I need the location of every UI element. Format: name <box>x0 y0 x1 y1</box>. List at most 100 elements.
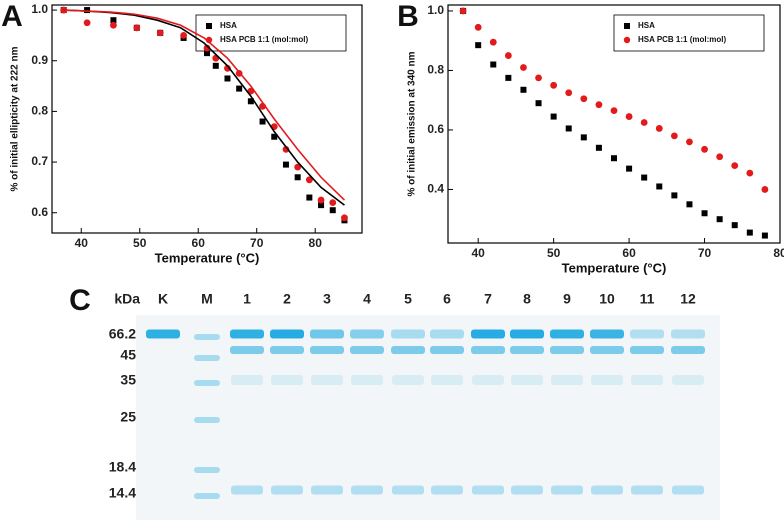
marker-label: 35 <box>120 372 136 388</box>
gel-band <box>630 329 664 339</box>
x-tick-label: 50 <box>133 236 147 250</box>
lane-label: K <box>158 291 168 307</box>
data-point <box>84 7 91 14</box>
gel-band <box>391 329 425 339</box>
gel-band <box>510 346 544 354</box>
gel-band <box>350 346 384 354</box>
data-point <box>655 125 663 132</box>
lane-label: 1 <box>243 291 251 307</box>
x-axis-title: Temperature (°C) <box>562 260 667 275</box>
unit-label: kDa <box>114 291 140 307</box>
legend-label: HSA PCB 1:1 (mol:mol) <box>220 35 308 44</box>
data-point <box>716 153 724 161</box>
gel-band <box>231 485 263 495</box>
data-point <box>641 174 648 181</box>
panel-label: C <box>69 284 91 317</box>
plot-frame <box>447 4 781 244</box>
lane-label: 6 <box>443 291 451 307</box>
y-tick-label: 1.0 <box>427 3 444 17</box>
data-point <box>761 186 769 193</box>
gel-band <box>351 485 383 495</box>
data-point <box>489 38 497 46</box>
lane-label: 11 <box>640 291 655 307</box>
gel-band <box>511 375 543 385</box>
data-point <box>306 194 313 201</box>
legend-label: HSA PCB 1:1 (mol:mol) <box>638 35 726 44</box>
data-point <box>212 62 219 69</box>
gel-band <box>351 375 383 385</box>
gel-band <box>671 329 705 339</box>
y-tick-label: 0.9 <box>31 53 48 67</box>
gel-band <box>310 329 344 339</box>
data-point <box>761 232 768 239</box>
gel-band <box>230 329 264 339</box>
data-point <box>271 133 278 140</box>
gel-band <box>270 346 304 354</box>
data-point <box>701 210 708 217</box>
legend-box <box>613 14 765 52</box>
x-tick-label: 70 <box>250 236 264 250</box>
data-point <box>294 174 301 181</box>
y-tick-label: 0.7 <box>31 154 48 168</box>
y-tick-label: 0.8 <box>31 104 48 118</box>
data-point <box>626 165 633 172</box>
gel-band <box>392 485 424 495</box>
data-point <box>701 145 708 153</box>
y-tick-label: 1.0 <box>31 2 48 16</box>
gel-band <box>391 346 425 354</box>
gel-band <box>430 329 464 339</box>
data-point <box>236 85 243 92</box>
data-point <box>294 163 302 171</box>
data-point <box>611 155 617 162</box>
gel-band <box>231 375 263 385</box>
gel-band <box>630 346 664 354</box>
gel-band <box>590 329 624 339</box>
data-point <box>565 89 573 97</box>
data-point <box>580 134 587 141</box>
gel-band <box>310 346 344 354</box>
marker-label: 14.4 <box>109 485 136 501</box>
x-tick-label: 40 <box>472 246 486 260</box>
data-point <box>746 169 754 177</box>
gel-band <box>591 375 623 385</box>
lane-label: 8 <box>523 291 531 307</box>
data-point <box>550 81 558 89</box>
gel-band <box>590 346 624 354</box>
gel-band <box>431 485 463 495</box>
data-point <box>565 125 572 132</box>
plot-frame <box>51 4 363 234</box>
legend-marker <box>206 23 212 29</box>
data-point <box>656 183 663 190</box>
gel-band <box>511 485 543 495</box>
gel-band <box>431 375 463 385</box>
lane-label: 2 <box>283 291 291 307</box>
x-tick-label: 40 <box>75 236 89 250</box>
gel-band <box>672 485 704 495</box>
data-point <box>204 50 210 57</box>
data-point <box>203 44 211 52</box>
lane-label: 5 <box>404 291 412 307</box>
lane-label: M <box>201 291 213 307</box>
gel-band <box>392 375 424 385</box>
y-tick-label: 0.4 <box>427 182 444 196</box>
x-tick-label: 70 <box>698 246 712 260</box>
lane-label: 7 <box>484 291 492 307</box>
data-point <box>731 162 739 170</box>
gel-band <box>194 355 220 361</box>
marker-label: 25 <box>120 409 136 425</box>
data-point <box>504 52 512 59</box>
gel-band <box>471 329 505 339</box>
data-point <box>610 107 618 115</box>
data-point <box>640 119 648 126</box>
data-point <box>535 74 542 82</box>
x-tick-label: 60 <box>192 236 206 250</box>
gel-band <box>271 375 303 385</box>
y-axis-title: % of initial ellipticity at 222 nm <box>10 46 21 191</box>
data-point <box>110 21 117 29</box>
gel-band <box>194 380 220 386</box>
data-point <box>459 7 467 15</box>
legend-marker <box>624 23 630 29</box>
gel-band <box>270 329 304 339</box>
data-point <box>341 214 348 222</box>
gel-band <box>472 485 504 495</box>
